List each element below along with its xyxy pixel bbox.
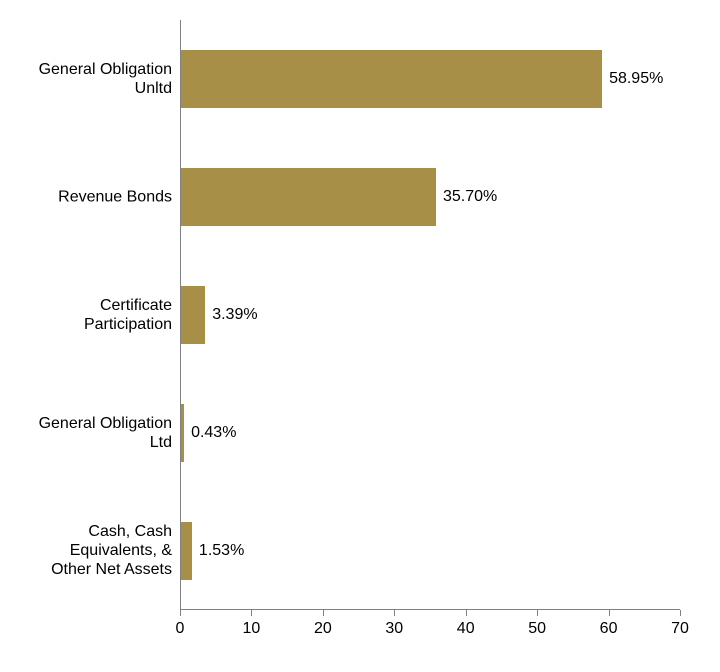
value-label: 58.95% — [609, 70, 663, 88]
category-label: General Obligation Ltd — [32, 414, 172, 452]
x-tick-label: 60 — [600, 620, 618, 638]
plot-area: 010203040506070 58.95%35.70%3.39%0.43%1.… — [180, 20, 680, 610]
category-label: General Obligation Unltd — [32, 60, 172, 98]
category-label: Certificate Participation — [32, 296, 172, 334]
x-tick-label: 50 — [528, 620, 546, 638]
bar — [181, 168, 436, 226]
bar — [181, 522, 192, 580]
bar — [181, 50, 602, 108]
bar — [181, 404, 184, 462]
x-tick-label: 40 — [457, 620, 475, 638]
x-tick-label: 10 — [243, 620, 261, 638]
x-tick — [180, 610, 181, 616]
category-label: Cash, Cash Equivalents, & Other Net Asse… — [32, 522, 172, 580]
x-tick-label: 20 — [314, 620, 332, 638]
bar-chart: 0 10 20 30 40 50 60 70 58.95% 35.70% 3.39% 0.43% 1.… — [0, 0, 720, 672]
x-axis — [180, 609, 680, 610]
x-tick — [537, 610, 538, 616]
x-tick-label: 30 — [385, 620, 403, 638]
x-tick — [251, 610, 252, 616]
x-tick — [323, 610, 324, 616]
value-label: 3.39% — [212, 306, 257, 324]
value-label: 1.53% — [199, 542, 244, 560]
value-label: 35.70% — [443, 188, 497, 206]
x-tick — [394, 610, 395, 616]
x-tick — [680, 610, 681, 616]
x-tick-label: 0 — [176, 620, 185, 638]
x-tick — [466, 610, 467, 616]
value-label: 0.43% — [191, 424, 236, 442]
category-label: Revenue Bonds — [32, 187, 172, 206]
x-tick — [609, 610, 610, 616]
bar — [181, 286, 205, 344]
x-tick-label: 70 — [671, 620, 689, 638]
